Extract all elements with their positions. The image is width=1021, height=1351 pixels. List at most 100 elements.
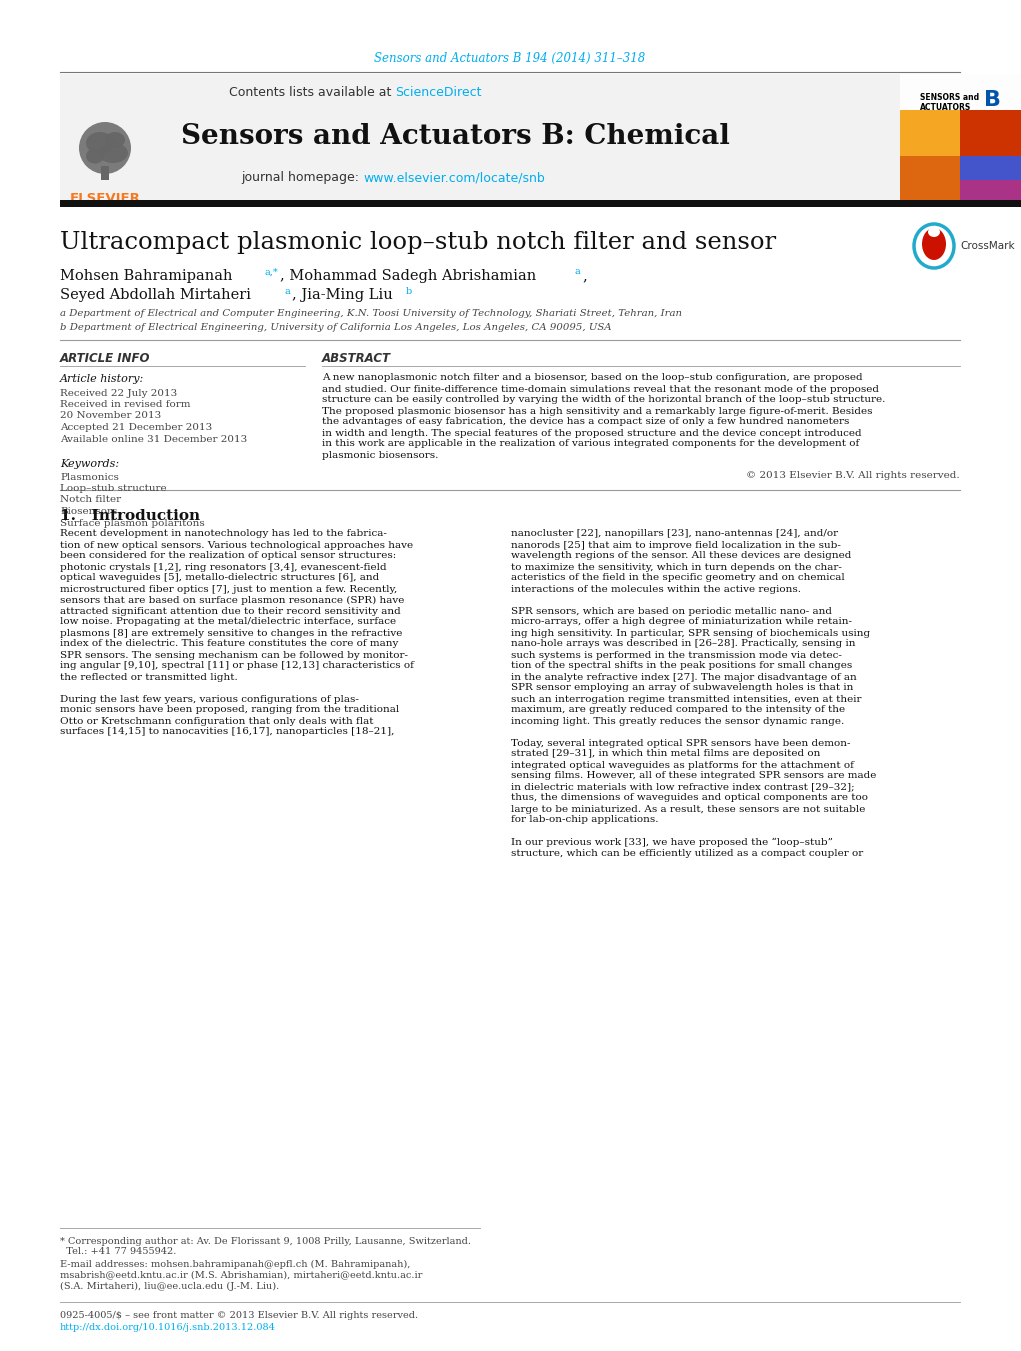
Bar: [900, 74, 1021, 109]
Text: tion of the spectral shifts in the peak positions for small changes: tion of the spectral shifts in the peak …: [510, 662, 853, 670]
Text: strated [29–31], in which thin metal films are deposited on: strated [29–31], in which thin metal fil…: [510, 750, 821, 758]
Text: Sensors and Actuators B: Chemical: Sensors and Actuators B: Chemical: [181, 123, 729, 150]
Text: ScienceDirect: ScienceDirect: [395, 85, 482, 99]
Text: Contents lists available at: Contents lists available at: [229, 85, 395, 99]
Bar: [900, 109, 960, 155]
Text: Tel.: +41 77 9455942.: Tel.: +41 77 9455942.: [60, 1247, 177, 1256]
Text: Recent development in nanotechnology has led to the fabrica-: Recent development in nanotechnology has…: [60, 530, 387, 539]
Text: ELSEVIER: ELSEVIER: [69, 192, 141, 204]
Text: a: a: [284, 286, 290, 296]
Text: in this work are applicable in the realization of various integrated components : in this work are applicable in the reali…: [322, 439, 860, 449]
Text: Received 22 July 2013: Received 22 July 2013: [60, 389, 178, 397]
Text: monic sensors have been proposed, ranging from the traditional: monic sensors have been proposed, rangin…: [60, 705, 399, 715]
Text: micro-arrays, offer a high degree of miniaturization while retain-: micro-arrays, offer a high degree of min…: [510, 617, 852, 627]
Text: to maximize the sensitivity, which in turn depends on the char-: to maximize the sensitivity, which in tu…: [510, 562, 842, 571]
Text: thus, the dimensions of waveguides and optical components are too: thus, the dimensions of waveguides and o…: [510, 793, 868, 802]
Text: in the analyte refractive index [27]. The major disadvantage of an: in the analyte refractive index [27]. Th…: [510, 673, 857, 681]
Text: and studied. Our finite-difference time-domain simulations reveal that the reson: and studied. Our finite-difference time-…: [322, 385, 879, 393]
Text: Mohsen Bahramipanah: Mohsen Bahramipanah: [60, 269, 233, 282]
Text: such an interrogation regime transmitted intensities, even at their: such an interrogation regime transmitted…: [510, 694, 862, 704]
Text: microstructured fiber optics [7], just to mention a few. Recently,: microstructured fiber optics [7], just t…: [60, 585, 397, 593]
Text: 1.   Introduction: 1. Introduction: [60, 509, 200, 523]
Text: ,: ,: [582, 269, 587, 282]
Text: SPR sensors. The sensing mechanism can be followed by monitor-: SPR sensors. The sensing mechanism can b…: [60, 650, 408, 659]
Text: ACTUATORS: ACTUATORS: [920, 104, 971, 112]
Text: Seyed Abdollah Mirtaheri: Seyed Abdollah Mirtaheri: [60, 288, 251, 303]
Text: been considered for the realization of optical sensor structures:: been considered for the realization of o…: [60, 551, 396, 561]
Ellipse shape: [86, 132, 114, 154]
Text: CrossMark: CrossMark: [960, 240, 1015, 251]
Text: ing high sensitivity. In particular, SPR sensing of biochemicals using: ing high sensitivity. In particular, SPR…: [510, 628, 870, 638]
Text: ABSTRACT: ABSTRACT: [322, 351, 391, 365]
Text: maximum, are greatly reduced compared to the intensity of the: maximum, are greatly reduced compared to…: [510, 705, 845, 715]
Text: in dielectric materials with low refractive index contrast [29–32];: in dielectric materials with low refract…: [510, 782, 855, 792]
Text: structure can be easily controlled by varying the width of the horizontal branch: structure can be easily controlled by va…: [322, 396, 885, 404]
Text: ing angular [9,10], spectral [11] or phase [12,13] characteristics of: ing angular [9,10], spectral [11] or pha…: [60, 662, 414, 670]
Ellipse shape: [79, 122, 131, 174]
Text: nanorods [25] that aim to improve field localization in the sub-: nanorods [25] that aim to improve field …: [510, 540, 841, 550]
Text: sensors that are based on surface plasmon resonance (SPR) have: sensors that are based on surface plasmo…: [60, 596, 404, 604]
Text: incoming light. This greatly reduces the sensor dynamic range.: incoming light. This greatly reduces the…: [510, 716, 844, 725]
Text: http://dx.doi.org/10.1016/j.snb.2013.12.084: http://dx.doi.org/10.1016/j.snb.2013.12.…: [60, 1324, 276, 1332]
Text: Otto or Kretschmann configuration that only deals with flat: Otto or Kretschmann configuration that o…: [60, 716, 374, 725]
Bar: [960, 155, 1021, 180]
Text: E-mail addresses: mohsen.bahramipanah@epfl.ch (M. Bahramipanah),: E-mail addresses: mohsen.bahramipanah@ep…: [60, 1259, 410, 1269]
Text: structure, which can be efficiently utilized as a compact coupler or: structure, which can be efficiently util…: [510, 848, 863, 858]
Text: sensing films. However, all of these integrated SPR sensors are made: sensing films. However, all of these int…: [510, 771, 876, 781]
Text: Surface plasmon polaritons: Surface plasmon polaritons: [60, 519, 205, 527]
Text: b Department of Electrical Engineering, University of California Los Angeles, Lo: b Department of Electrical Engineering, …: [60, 323, 612, 331]
Text: msabrish@eetd.kntu.ac.ir (M.S. Abrishamian), mirtaheri@eetd.kntu.ac.ir: msabrish@eetd.kntu.ac.ir (M.S. Abrishami…: [60, 1270, 423, 1279]
Text: Sensors and Actuators B 194 (2014) 311–318: Sensors and Actuators B 194 (2014) 311–3…: [375, 51, 645, 65]
Text: During the last few years, various configurations of plas-: During the last few years, various confi…: [60, 694, 358, 704]
Bar: [900, 155, 960, 203]
Ellipse shape: [105, 132, 125, 149]
Text: 20 November 2013: 20 November 2013: [60, 412, 161, 420]
Text: surfaces [14,15] to nanocavities [16,17], nanoparticles [18–21],: surfaces [14,15] to nanocavities [16,17]…: [60, 727, 394, 736]
Text: the advantages of easy fabrication, the device has a compact size of only a few : the advantages of easy fabrication, the …: [322, 417, 849, 427]
Text: , Mohammad Sadegh Abrishamian: , Mohammad Sadegh Abrishamian: [280, 269, 536, 282]
Text: , Jia-Ming Liu: , Jia-Ming Liu: [292, 288, 393, 303]
Ellipse shape: [98, 143, 128, 163]
Bar: [60, 200, 1021, 207]
Text: acteristics of the field in the specific geometry and on chemical: acteristics of the field in the specific…: [510, 574, 844, 582]
Text: wavelength regions of the sensor. All these devices are designed: wavelength regions of the sensor. All th…: [510, 551, 852, 561]
Text: Available online 31 December 2013: Available online 31 December 2013: [60, 435, 247, 443]
Text: Accepted 21 December 2013: Accepted 21 December 2013: [60, 423, 212, 432]
Text: 0925-4005/$ – see front matter © 2013 Elsevier B.V. All rights reserved.: 0925-4005/$ – see front matter © 2013 El…: [60, 1310, 419, 1320]
Text: journal homepage:: journal homepage:: [241, 172, 363, 185]
Bar: [101, 166, 109, 180]
Text: interactions of the molecules within the active regions.: interactions of the molecules within the…: [510, 585, 801, 593]
Bar: [960, 172, 1021, 203]
Text: photonic crystals [1,2], ring resonators [3,4], evanescent-field: photonic crystals [1,2], ring resonators…: [60, 562, 387, 571]
Bar: [60, 74, 900, 203]
Text: attracted significant attention due to their record sensitivity and: attracted significant attention due to t…: [60, 607, 401, 616]
Text: Keywords:: Keywords:: [60, 459, 119, 469]
Text: optical waveguides [5], metallo-dielectric structures [6], and: optical waveguides [5], metallo-dielectr…: [60, 574, 379, 582]
Text: Plasmonics: Plasmonics: [60, 473, 118, 481]
Text: In our previous work [33], we have proposed the “loop–stub”: In our previous work [33], we have propo…: [510, 838, 833, 847]
Ellipse shape: [86, 149, 104, 163]
Text: (S.A. Mirtaheri), liu@ee.ucla.edu (J.-M. Liu).: (S.A. Mirtaheri), liu@ee.ucla.edu (J.-M.…: [60, 1282, 280, 1290]
Text: a Department of Electrical and Computer Engineering, K.N. Toosi University of Te: a Department of Electrical and Computer …: [60, 308, 682, 317]
Text: in width and length. The special features of the proposed structure and the devi: in width and length. The special feature…: [322, 428, 862, 438]
Bar: [900, 112, 1021, 203]
Text: the reflected or transmitted light.: the reflected or transmitted light.: [60, 673, 238, 681]
Text: nano-hole arrays was described in [26–28]. Practically, sensing in: nano-hole arrays was described in [26–28…: [510, 639, 856, 648]
Text: a: a: [574, 267, 580, 277]
Text: Today, several integrated optical SPR sensors have been demon-: Today, several integrated optical SPR se…: [510, 739, 850, 747]
Text: SENSORS and: SENSORS and: [920, 92, 979, 101]
Ellipse shape: [928, 227, 940, 236]
Text: SPR sensors, which are based on periodic metallic nano- and: SPR sensors, which are based on periodic…: [510, 607, 832, 616]
Text: tion of new optical sensors. Various technological approaches have: tion of new optical sensors. Various tec…: [60, 540, 414, 550]
Ellipse shape: [922, 228, 946, 259]
Text: Loop–stub structure: Loop–stub structure: [60, 484, 166, 493]
Text: b: b: [406, 286, 412, 296]
Text: © 2013 Elsevier B.V. All rights reserved.: © 2013 Elsevier B.V. All rights reserved…: [746, 470, 960, 480]
Ellipse shape: [914, 224, 954, 267]
Text: A new nanoplasmonic notch filter and a biosensor, based on the loop–stub configu: A new nanoplasmonic notch filter and a b…: [322, 373, 863, 382]
Text: * Corresponding author at: Av. De Florissant 9, 1008 Prilly, Lausanne, Switzerla: * Corresponding author at: Av. De Floris…: [60, 1236, 471, 1246]
Text: large to be miniaturized. As a result, these sensors are not suitable: large to be miniaturized. As a result, t…: [510, 804, 866, 813]
Text: Article history:: Article history:: [60, 374, 144, 384]
Text: Received in revised form: Received in revised form: [60, 400, 191, 409]
Text: such systems is performed in the transmission mode via detec-: such systems is performed in the transmi…: [510, 650, 842, 659]
